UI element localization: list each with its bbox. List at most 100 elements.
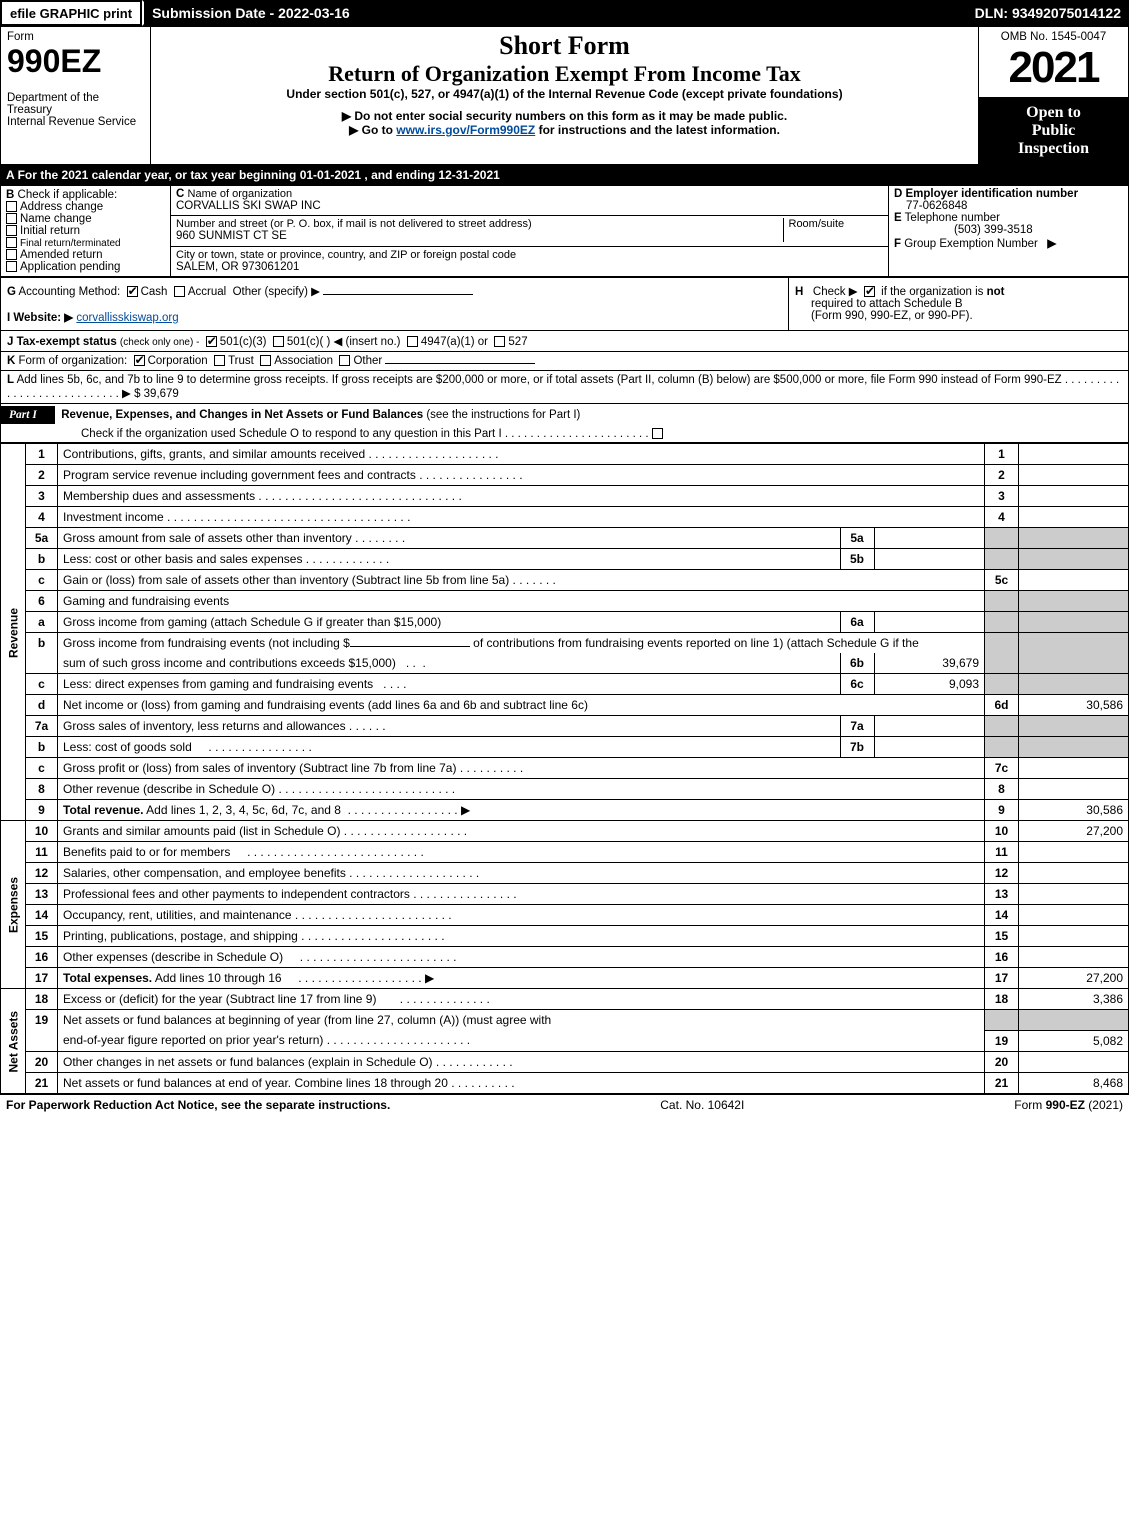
l5a-text: Gross amount from sale of assets other t… <box>63 531 352 545</box>
footer-right: Form 990-EZ (2021) <box>1014 1098 1123 1112</box>
chk-initial-return[interactable] <box>6 225 17 236</box>
title-block-table: Form 990EZ Department of the Treasury In… <box>0 26 1129 165</box>
h-text4: (Form 990, 990-EZ, or 990-PF). <box>811 310 973 322</box>
c-label: Name of organization <box>188 188 293 200</box>
chk-trust[interactable] <box>214 355 225 366</box>
opt-trust: Trust <box>228 355 254 367</box>
dept-label: Department of the Treasury <box>7 92 99 116</box>
l6a-row: Gross income from gaming (attach Schedul… <box>58 612 985 633</box>
opt-other: Other (specify) ▶ <box>233 286 320 298</box>
l7b-row: Less: cost of goods sold . . . . . . . .… <box>58 737 985 758</box>
j-sub: (check only one) - <box>120 337 199 348</box>
omb-number: OMB No. 1545-0047 <box>1001 31 1106 43</box>
l14-text: Occupancy, rent, utilities, and maintena… <box>58 905 985 926</box>
l7a-row: Gross sales of inventory, less returns a… <box>58 716 985 737</box>
dln: DLN: 93492075014122 <box>967 0 1129 26</box>
l6-text: Gaming and fundraising events <box>58 591 985 612</box>
h-text2: if the organization is <box>881 286 986 298</box>
l19b-text: end-of-year figure reported on prior yea… <box>58 1030 985 1051</box>
opt-assoc: Association <box>274 355 333 367</box>
l7b-text: Less: cost of goods sold <box>63 740 192 754</box>
other-specify-line[interactable] <box>323 294 473 295</box>
l10-amt: 27,200 <box>1019 821 1129 842</box>
l15-text: Printing, publications, postage, and shi… <box>58 926 985 947</box>
opt-501c: 501(c)( ) ◀ (insert no.) <box>287 336 401 348</box>
l3-text: Membership dues and assessments . . . . … <box>58 486 985 507</box>
row-a-mid: , and ending <box>364 168 438 182</box>
e-label: Telephone number <box>905 212 1000 224</box>
chk-501c3[interactable] <box>206 336 217 347</box>
agency-label: Internal Revenue Service <box>7 116 136 128</box>
chk-h[interactable] <box>864 286 875 297</box>
l1-text: Contributions, gifts, grants, and simila… <box>58 444 985 465</box>
chk-address-change[interactable] <box>6 201 17 212</box>
short-form-title: Short Form <box>157 31 972 61</box>
h-not: not <box>987 286 1005 298</box>
chk-corp[interactable] <box>134 355 145 366</box>
opt-527: 527 <box>508 336 527 348</box>
l20-text: Other changes in net assets or fund bala… <box>58 1051 985 1072</box>
opt-4947: 4947(a)(1) or <box>421 336 488 348</box>
open2: Public <box>985 122 1122 140</box>
part-i-header: Part I Revenue, Expenses, and Changes in… <box>0 404 1129 443</box>
expenses-vlabel: Expenses <box>1 821 26 989</box>
row-a-begin: 01-01-2021 <box>300 168 361 182</box>
section-b-cell: B Check if applicable: Address change Na… <box>1 186 171 277</box>
opt-application-pending: Application pending <box>20 261 120 273</box>
l18-amt: 3,386 <box>1019 989 1129 1010</box>
irs-link[interactable]: www.irs.gov/Form990EZ <box>396 123 535 137</box>
l6d-text: Net income or (loss) from gaming and fun… <box>58 695 985 716</box>
section-g-cell: G Accounting Method: Cash Accrual Other … <box>1 278 789 331</box>
l19-amt: 5,082 <box>1019 1030 1129 1051</box>
room-label: Room/suite <box>789 218 845 230</box>
l10-text: Grants and similar amounts paid (list in… <box>58 821 985 842</box>
opt-cash: Cash <box>141 286 168 298</box>
tax-year: 2021 <box>1009 43 1099 92</box>
chk-name-change[interactable] <box>6 213 17 224</box>
l9-amt: 30,586 <box>1019 800 1129 821</box>
efile-label: efile GRAPHIC print <box>0 0 142 26</box>
l6b-text1: Gross income from fundraising events (no… <box>58 633 985 654</box>
l16-text: Other expenses (describe in Schedule O) … <box>58 947 985 968</box>
d-label: Employer identification number <box>906 188 1079 200</box>
chk-schedule-o[interactable] <box>652 428 663 439</box>
header-bar: efile GRAPHIC print Submission Date - 20… <box>0 0 1129 26</box>
chk-application-pending[interactable] <box>6 261 17 272</box>
chk-cash[interactable] <box>127 286 138 297</box>
l11-text: Benefits paid to or for members . . . . … <box>58 842 985 863</box>
chk-accrual[interactable] <box>174 286 185 297</box>
section-l: L Add lines 5b, 6c, and 7b to line 9 to … <box>0 371 1129 404</box>
city-value: SALEM, OR 973061201 <box>176 261 299 273</box>
chk-other-org[interactable] <box>339 355 350 366</box>
section-c-street-cell: Number and street (or P. O. box, if mail… <box>171 216 889 246</box>
chk-final-return[interactable] <box>6 237 17 248</box>
section-c-city-cell: City or town, state or province, country… <box>171 246 889 276</box>
chk-527[interactable] <box>494 336 505 347</box>
l12-text: Salaries, other compensation, and employ… <box>58 863 985 884</box>
other-org-line[interactable] <box>385 363 535 364</box>
chk-amended-return[interactable] <box>6 249 17 260</box>
street-label: Number and street (or P. O. box, if mail… <box>176 218 532 230</box>
chk-assoc[interactable] <box>260 355 271 366</box>
part-i-heading-sub: (see the instructions for Part I) <box>426 409 580 421</box>
l-text: Add lines 5b, 6c, and 7b to line 9 to de… <box>17 374 1062 386</box>
note2: ▶ Go to www.irs.gov/Form990EZ for instru… <box>157 123 972 137</box>
l6d-amt: 30,586 <box>1019 695 1129 716</box>
chk-4947[interactable] <box>407 336 418 347</box>
chk-501c[interactable] <box>273 336 284 347</box>
website-link[interactable]: corvallisskiswap.org <box>76 312 178 324</box>
l-amount: $ 39,679 <box>134 388 179 400</box>
title-center-cell: Short Form Return of Organization Exempt… <box>151 27 979 165</box>
l21-text: Net assets or fund balances at end of ye… <box>58 1072 985 1093</box>
ein-value: 77-0626848 <box>894 200 967 212</box>
section-k: K Form of organization: Corporation Trus… <box>0 352 1129 371</box>
l6c-row: Less: direct expenses from gaming and fu… <box>58 674 985 695</box>
l13-text: Professional fees and other payments to … <box>58 884 985 905</box>
subtitle: Under section 501(c), 527, or 4947(a)(1)… <box>157 87 972 101</box>
b-label: Check if applicable: <box>18 189 118 201</box>
form-number: 990EZ <box>7 43 101 79</box>
opt-amended-return: Amended return <box>20 249 102 261</box>
l6b-amt: 39,679 <box>874 653 984 673</box>
open3: Inspection <box>985 140 1122 158</box>
ln-1: 1 <box>26 444 58 465</box>
